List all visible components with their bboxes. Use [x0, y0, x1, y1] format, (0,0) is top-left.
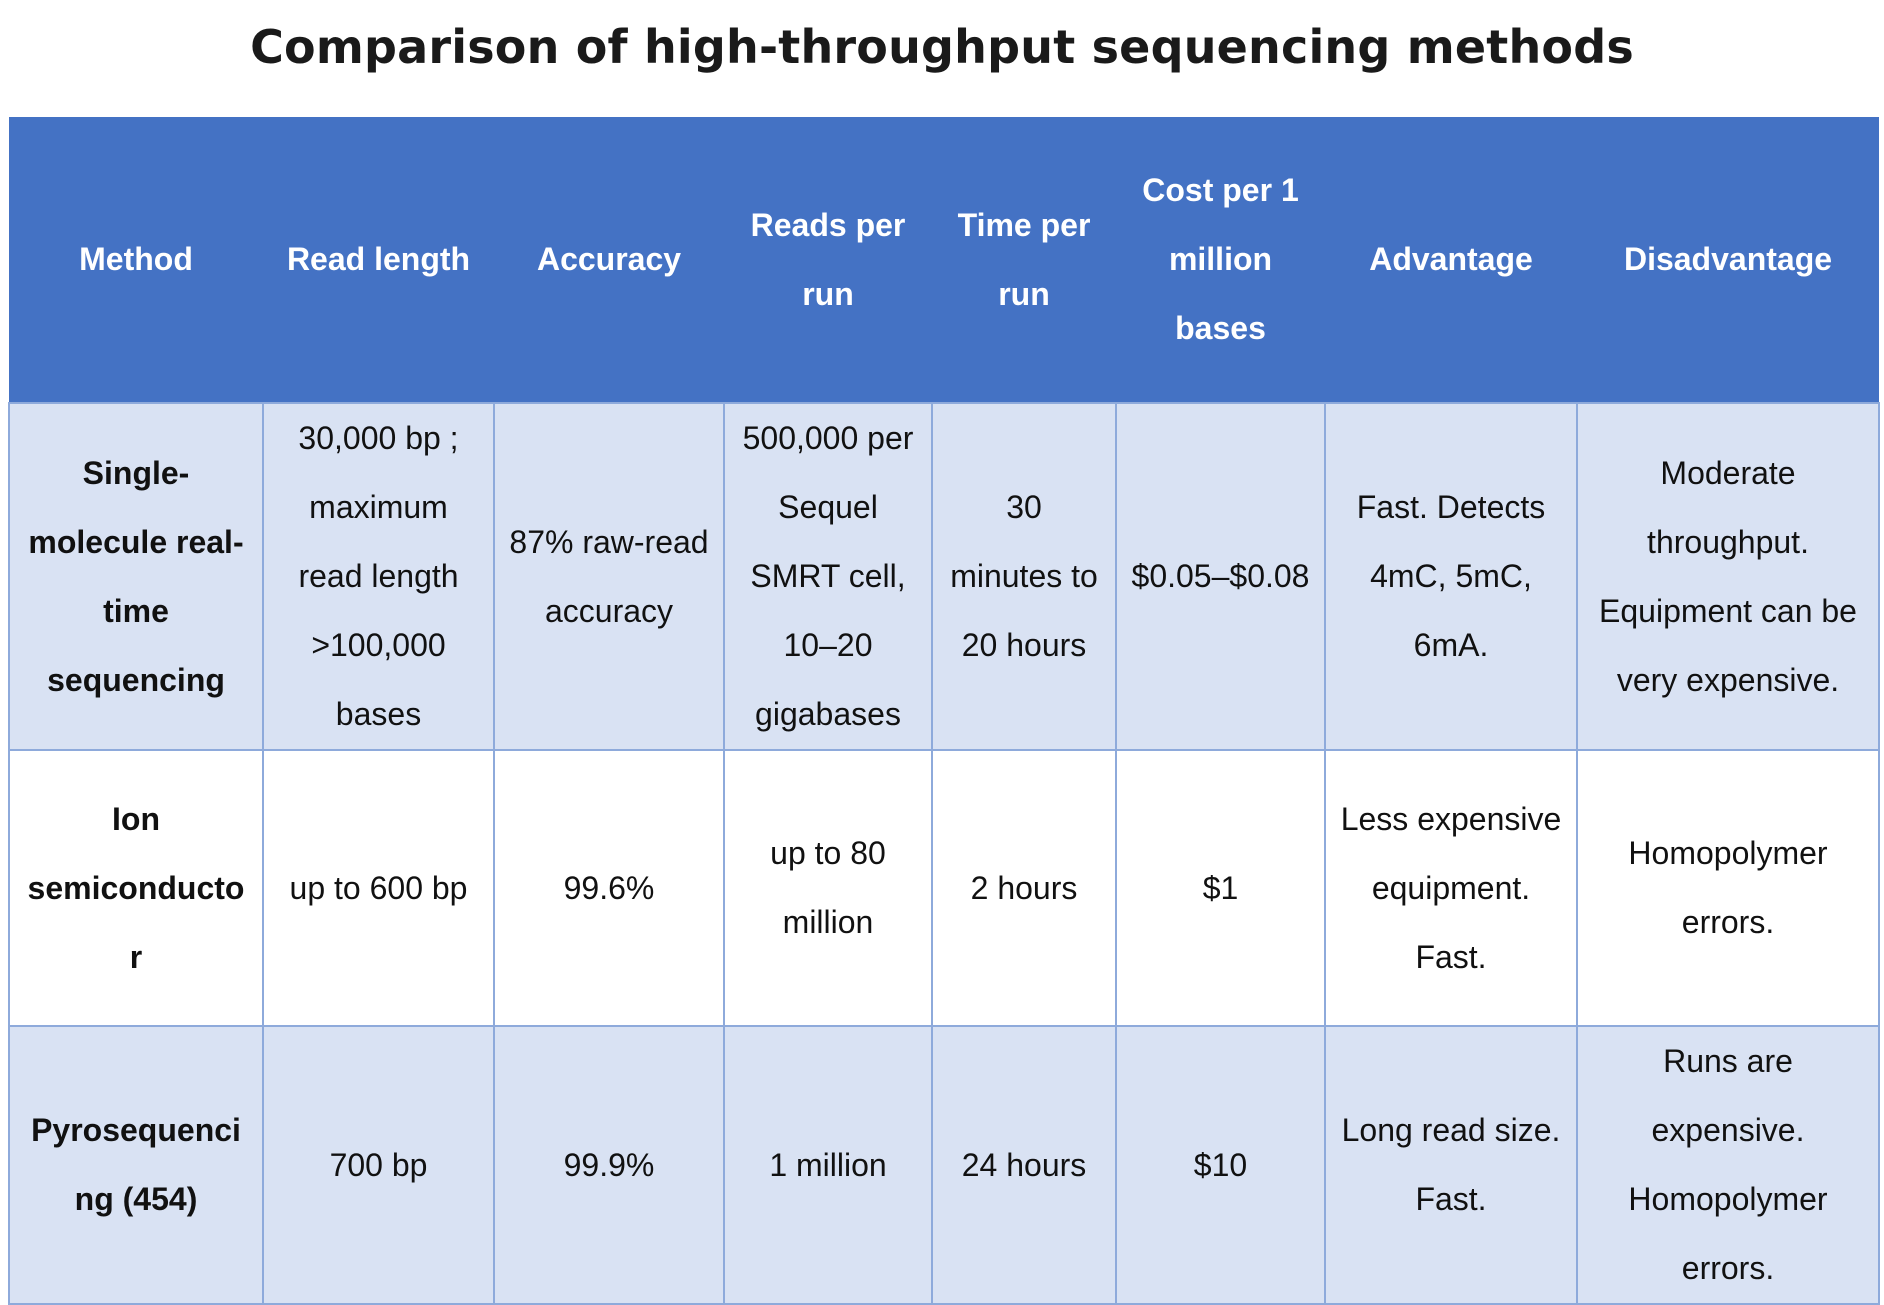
table-row: Ion semiconductor up to 600 bp 99.6% up to …: [8, 749, 1880, 1027]
title: Comparison of high-throughput sequencing…: [250, 20, 1634, 74]
cell: Fast. Detects 4mC, 5mC, 6mA.: [1324, 402, 1578, 751]
table-row: Single-molecule real-time sequencing 30,0…: [8, 402, 1880, 751]
cell: 30 minutes to 20 hours: [931, 402, 1117, 751]
cell: Less expensive equipment. Fast.: [1324, 749, 1578, 1027]
cell: $0.05–$0.08: [1115, 402, 1326, 751]
cell: Long read size. Fast.: [1324, 1025, 1578, 1305]
cell: Runs are expensive. Homopolymer errors.: [1576, 1025, 1880, 1305]
header-cell: Advantage: [1325, 117, 1577, 403]
table-row: Pyrosequencing (454) 700 bp 99.9% 1 million…: [8, 1025, 1880, 1305]
cell: 99.6%: [493, 749, 725, 1027]
cell: Moderate throughput. Equipment can be ve…: [1576, 402, 1880, 751]
cell: 99.9%: [493, 1025, 725, 1305]
cell: $1: [1115, 749, 1326, 1027]
cell: 30,000 bp ; maximum read length >100,000…: [262, 402, 495, 751]
cell: 500,000 per Sequel SMRT cell, 10–20 giga…: [723, 402, 933, 751]
cell: $10: [1115, 1025, 1326, 1305]
cell: 2 hours: [931, 749, 1117, 1027]
cell: Homopolymer errors.: [1576, 749, 1880, 1027]
header-cell: Time per run: [932, 117, 1116, 403]
header-cell: Read length: [263, 117, 494, 403]
cell: 87% raw-read accuracy: [493, 402, 725, 751]
header-cell: Accuracy: [494, 117, 724, 403]
row-label: Ion semiconductor: [8, 749, 264, 1027]
header-cell: Method: [9, 117, 263, 403]
cell: 1 million: [723, 1025, 933, 1305]
header-row: Method Read length Accuracy Reads per run Ti…: [9, 117, 1879, 403]
cell: up to 80 million: [723, 749, 933, 1027]
cell: 24 hours: [931, 1025, 1117, 1305]
row-label: Pyrosequencing (454): [8, 1025, 264, 1305]
header-cell: Reads per run: [724, 117, 932, 403]
cell: 700 bp: [262, 1025, 495, 1305]
cell: up to 600 bp: [262, 749, 495, 1027]
header-cell: Cost per 1 million bases: [1116, 117, 1325, 403]
row-label: Single-molecule real-time sequencing: [8, 402, 264, 751]
comparison-table: Method Read length Accuracy Reads per run Ti…: [8, 117, 1880, 1305]
header-cell: Disadvantage: [1577, 117, 1879, 403]
